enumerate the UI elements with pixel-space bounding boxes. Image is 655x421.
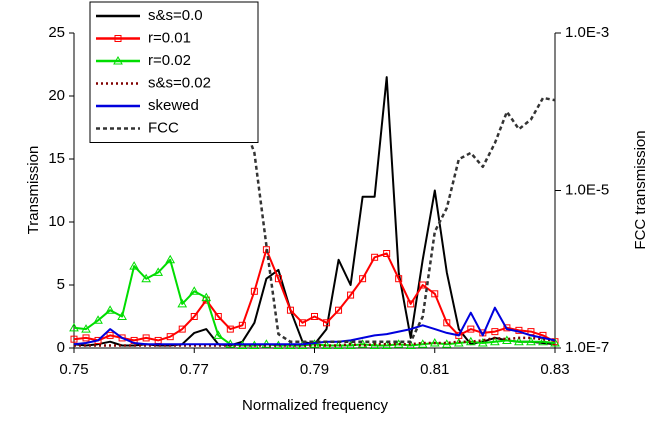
marker [298, 319, 306, 327]
series-line [217, 96, 556, 344]
marker [323, 319, 331, 327]
marker [453, 337, 464, 347]
marker [82, 334, 90, 342]
marker [526, 336, 536, 346]
y2-tick-label: 1.0E-3 [565, 24, 609, 41]
marker [274, 275, 282, 283]
marker [490, 336, 500, 346]
marker [514, 336, 524, 346]
y-tick-label: 10 [48, 213, 65, 230]
marker [213, 330, 224, 339]
legend-label: r=0.01 [148, 29, 191, 46]
x-tick-label: 0.75 [59, 361, 88, 378]
marker [359, 275, 367, 283]
marker [189, 286, 200, 295]
marker [226, 325, 234, 333]
x-tick-label: 0.79 [300, 361, 329, 378]
marker [538, 336, 548, 346]
y-tick-label: 0 [57, 339, 65, 356]
marker [371, 253, 379, 261]
marker [118, 334, 126, 342]
marker [93, 315, 103, 324]
legend-label: s&s=0.0 [148, 7, 203, 24]
marker [70, 335, 78, 343]
legend-label: s&s=0.02 [148, 74, 211, 91]
marker [165, 254, 176, 264]
marker [141, 273, 152, 283]
y-tick-label: 15 [48, 150, 65, 167]
marker [177, 298, 188, 308]
y-tick-label: 5 [57, 276, 65, 293]
marker [369, 340, 380, 349]
marker [347, 291, 355, 299]
marker [405, 340, 416, 349]
marker [467, 325, 475, 333]
marker [550, 337, 560, 347]
legend-label: skewed [148, 97, 199, 114]
marker [407, 300, 415, 308]
marker [142, 334, 150, 342]
marker [117, 311, 127, 320]
y-axis-label: Transmission [25, 146, 42, 235]
marker [503, 324, 511, 332]
marker [113, 55, 123, 65]
marker [491, 328, 499, 336]
marker [286, 306, 294, 314]
marker [443, 319, 451, 327]
marker [383, 250, 391, 257]
series-line [73, 306, 556, 346]
marker [311, 313, 318, 320]
series-line [74, 336, 556, 347]
marker [81, 324, 91, 333]
marker [114, 35, 122, 42]
marker [431, 290, 439, 298]
marker [166, 333, 174, 341]
y-tick-label: 20 [48, 87, 65, 104]
marker [335, 306, 343, 314]
y2-tick-label: 1.0E-5 [565, 181, 609, 198]
marker [106, 331, 114, 339]
marker [153, 267, 164, 276]
legend-label: r=0.02 [148, 52, 191, 69]
marker [69, 322, 79, 332]
legend-box [89, 1, 259, 143]
marker [105, 305, 115, 314]
marker [129, 261, 139, 270]
x-tick-label: 0.81 [420, 361, 449, 378]
y2-axis-label: FCC transmission [632, 130, 649, 249]
marker [357, 339, 368, 348]
marker [201, 292, 212, 302]
marker [429, 337, 440, 347]
series-line [73, 248, 556, 343]
marker [250, 287, 258, 295]
marker [419, 281, 427, 289]
marker [238, 321, 246, 329]
marker [178, 325, 186, 333]
marker [345, 340, 356, 349]
marker [190, 313, 198, 320]
x-axis-label: Normalized frequency [242, 397, 388, 414]
marker [395, 275, 403, 283]
legend-label: FCC [148, 119, 179, 136]
x-tick-label: 0.77 [180, 361, 209, 378]
marker [214, 313, 222, 320]
x-tick-label: 0.83 [540, 361, 569, 378]
marker [477, 337, 488, 347]
y-tick-label: 25 [48, 24, 65, 41]
y2-tick-label: 1.0E-7 [565, 339, 609, 356]
